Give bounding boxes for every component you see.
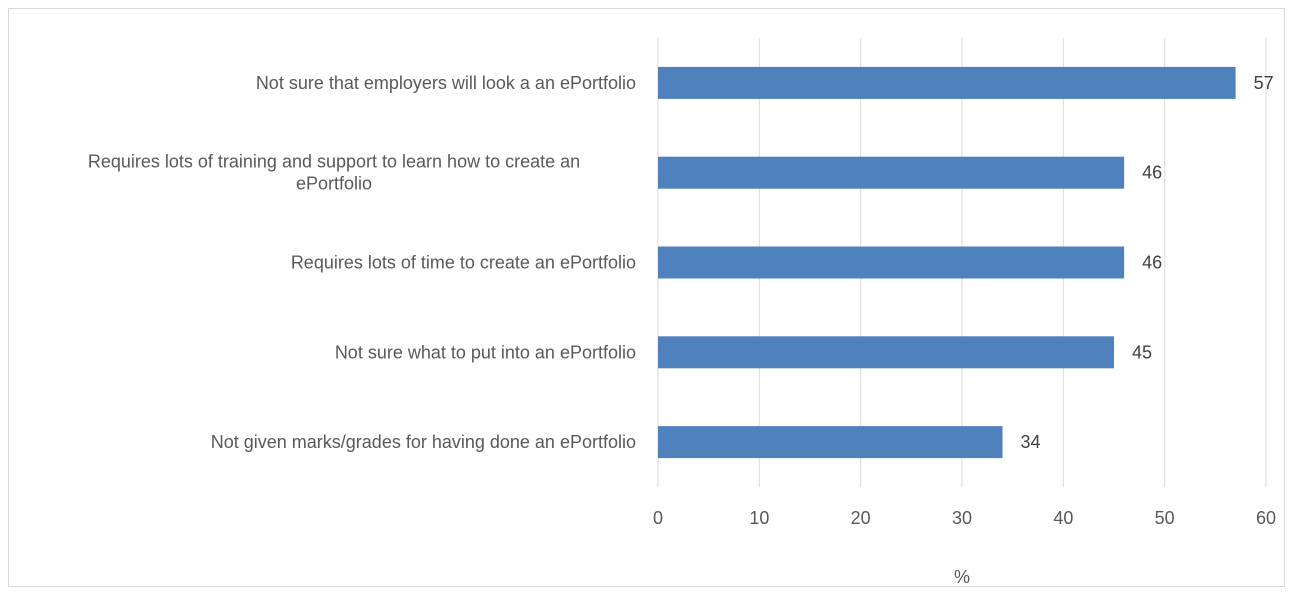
bar: [658, 426, 1003, 459]
x-tick-label: 20: [851, 508, 871, 528]
data-label: 45: [1132, 342, 1152, 362]
labels: 0 10 20 30 40 50 60 57 Not sure that employers w…: [88, 73, 1276, 528]
data-label: 57: [1254, 73, 1274, 93]
x-axis-title: %: [954, 567, 970, 587]
bar: [658, 66, 1236, 99]
x-tick-label: 30: [952, 508, 972, 528]
category-label: Requires lots of training and support to…: [88, 152, 580, 172]
category-label: Not given marks/grades for having done a…: [211, 432, 636, 452]
category-label: Requires lots of time to create an ePort…: [291, 253, 636, 273]
bar: [658, 156, 1125, 189]
bars: [658, 66, 1236, 459]
data-label: 46: [1142, 163, 1162, 183]
x-tick-label: 0: [653, 508, 663, 528]
category-label: Not sure that employers will look a an e…: [256, 73, 636, 93]
category-label: ePortfolio: [296, 174, 372, 194]
bar: [658, 246, 1125, 279]
x-tick-label: 60: [1256, 508, 1276, 528]
data-label: 34: [1021, 432, 1041, 452]
data-label: 46: [1142, 253, 1162, 273]
category-label: Not sure what to put into an ePortfolio: [335, 342, 636, 362]
chart-frame: [8, 8, 1285, 587]
x-tick-label: 10: [749, 508, 769, 528]
x-tick-label: 40: [1053, 508, 1073, 528]
bar: [658, 336, 1114, 369]
x-tick-label: 50: [1155, 508, 1175, 528]
